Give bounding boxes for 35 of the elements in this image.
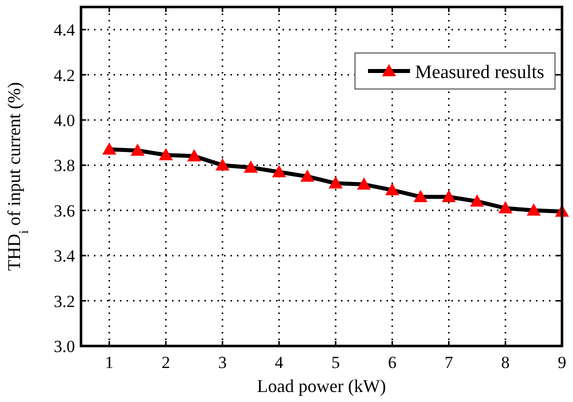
point	[130, 144, 145, 156]
point	[215, 158, 230, 170]
point	[102, 142, 116, 155]
point	[356, 177, 371, 190]
point	[158, 148, 173, 160]
point	[470, 194, 484, 207]
x-tick-label: 8	[501, 353, 510, 372]
y-tick-label: 3.2	[54, 292, 75, 311]
point	[272, 164, 286, 178]
x-tick-label: 2	[162, 353, 170, 372]
point	[498, 201, 512, 214]
x-axis-title: Load power (kW)	[257, 376, 386, 396]
point	[187, 149, 202, 162]
x-tick-label: 5	[331, 353, 340, 372]
point	[244, 160, 258, 173]
x-tick-label: 1	[105, 353, 114, 372]
point	[442, 190, 456, 202]
y-tick-label: 3.4	[54, 246, 76, 266]
x-tick-label: 3	[218, 353, 227, 372]
point	[526, 203, 541, 216]
x-tick-label: 7	[444, 353, 454, 372]
y-tick-label: 3.0	[54, 337, 75, 356]
legend-label: Measured results	[415, 62, 544, 83]
point	[414, 190, 428, 202]
x-tick-label: 9	[558, 353, 566, 372]
y-tick-label: 4.0	[54, 111, 75, 130]
point	[385, 183, 400, 196]
x-tick-label: 4	[274, 353, 284, 372]
y-tick-label: 3.8	[54, 156, 75, 176]
point	[300, 170, 314, 182]
point	[328, 176, 343, 189]
y-tick-label: 4.2	[54, 66, 75, 85]
x-tick-label: 6	[388, 353, 396, 372]
y-tick-label: 4.4	[54, 20, 76, 40]
y-tick-label: 3.6	[54, 201, 75, 220]
